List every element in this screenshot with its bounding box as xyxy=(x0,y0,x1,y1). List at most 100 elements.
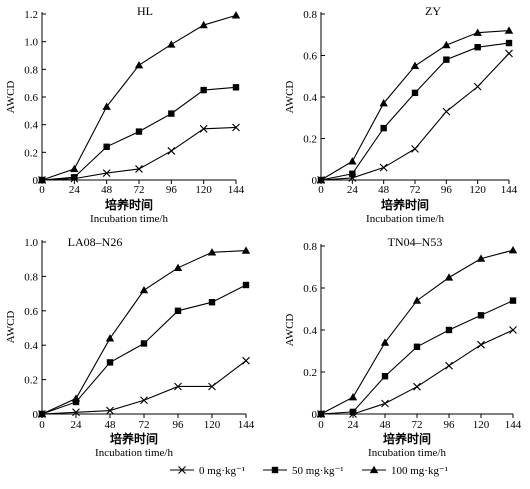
x-tick-label: 24 xyxy=(347,184,359,196)
y-tick-label: 0.4 xyxy=(24,340,38,352)
data-point xyxy=(102,102,111,110)
y-tick-label: 0.4 xyxy=(24,120,38,132)
data-point xyxy=(168,110,175,117)
data-point xyxy=(167,40,176,48)
x-tick-label: 120 xyxy=(469,184,486,196)
data-point xyxy=(473,28,482,36)
legend-label: 50 mg·kg⁻¹ xyxy=(292,465,344,477)
data-point xyxy=(504,26,514,34)
series-line xyxy=(320,53,510,181)
data-point xyxy=(476,254,486,262)
x-axis-label-cn: 培养时间 xyxy=(381,197,429,212)
data-point xyxy=(443,56,450,63)
data-point xyxy=(348,393,358,401)
data-point xyxy=(242,356,250,365)
data-point xyxy=(505,49,513,58)
data-point xyxy=(70,164,79,173)
data-point xyxy=(106,406,114,415)
x-axis-label: Incubation time/h xyxy=(366,213,444,225)
data-point xyxy=(380,124,387,132)
data-point xyxy=(442,107,451,116)
series-line xyxy=(320,30,510,181)
x-tick-label: 144 xyxy=(505,419,522,431)
chart-panel: 0 0.2 0.4 0.6 0.8 1.0 0 24 48 72 96 120 144 LA08–N26 培… xyxy=(5,235,255,459)
y-tick-label: 0.8 xyxy=(24,271,38,283)
x-tick-label: 0 xyxy=(318,419,324,431)
data-point xyxy=(139,285,149,294)
data-point xyxy=(106,359,114,366)
data-point xyxy=(442,40,451,49)
data-point xyxy=(413,382,421,391)
y-tick-label: 0.2 xyxy=(24,375,38,387)
data-point xyxy=(37,409,47,418)
series-line xyxy=(320,300,514,415)
data-point xyxy=(140,340,148,347)
series-line xyxy=(41,14,237,181)
x-axis-label-cn: 培养时间 xyxy=(383,431,431,446)
y-tick-label: 0.2 xyxy=(303,134,317,146)
x-tick-label: 144 xyxy=(228,184,245,196)
legend-label: 100 mg·kg⁻¹ xyxy=(391,465,448,477)
x-tick-label: 144 xyxy=(501,184,518,196)
data-point xyxy=(316,175,326,184)
data-point xyxy=(232,123,240,132)
y-tick-label: 0.8 xyxy=(24,64,38,76)
y-tick-label: 1.0 xyxy=(24,37,38,49)
y-axis-label: AWCD xyxy=(5,311,17,344)
x-axis-label: Incubation time/h xyxy=(95,447,173,459)
y-tick-label: 0.8 xyxy=(303,9,317,21)
x-tick-label: 96 xyxy=(166,184,178,196)
data-point xyxy=(37,175,47,184)
data-point xyxy=(509,297,517,304)
data-point xyxy=(349,170,356,177)
data-point xyxy=(167,147,176,155)
chart-panel: 0 0.2 0.4 0.6 0.8 0 24 48 72 96 120 144 ZY 培养时间Incuba… xyxy=(284,4,518,225)
data-point xyxy=(208,382,216,391)
data-point xyxy=(199,20,208,29)
y-tick-label: 0.6 xyxy=(24,306,38,318)
x-tick-label: 120 xyxy=(195,184,212,196)
data-point xyxy=(445,326,453,334)
data-point xyxy=(473,82,482,91)
series-line xyxy=(320,249,514,415)
x-tick-label: 96 xyxy=(173,419,185,431)
data-point xyxy=(207,248,217,256)
x-tick-label: 120 xyxy=(204,419,221,431)
x-tick-label: 24 xyxy=(71,419,83,431)
chart-panel: 0 0.2 0.4 0.6 0.8 0 24 48 72 96 120 144 TN04–N53 培养时间… xyxy=(284,235,522,459)
x-tick-label: 48 xyxy=(380,419,392,431)
y-axis-label: AWCD xyxy=(5,81,17,114)
data-point xyxy=(379,99,388,107)
data-point xyxy=(134,60,144,69)
x-tick-label: 48 xyxy=(378,184,390,196)
data-point xyxy=(231,11,241,19)
y-tick-label: 0.6 xyxy=(303,51,317,63)
x-tick-label: 120 xyxy=(473,419,490,431)
x-tick-label: 72 xyxy=(412,419,423,431)
legend: 0 mg·kg⁻¹ 50 mg·kg⁻¹ 100 mg·kg⁻¹ xyxy=(170,465,448,477)
data-point xyxy=(71,394,81,402)
data-point xyxy=(349,408,357,416)
x-tick-label: 48 xyxy=(105,419,117,431)
data-point xyxy=(135,165,143,173)
data-point xyxy=(135,128,143,135)
data-point xyxy=(445,361,453,370)
data-point xyxy=(174,307,182,314)
x-tick-label: 0 xyxy=(39,184,45,196)
y-tick-label: 0.6 xyxy=(24,92,38,104)
data-point xyxy=(411,89,419,97)
series-line xyxy=(321,329,514,415)
data-point xyxy=(381,373,389,380)
x-axis-label-cn: 培养时间 xyxy=(105,197,153,212)
x-tick-label: 96 xyxy=(441,184,453,196)
data-point xyxy=(381,399,389,408)
x-tick-label: 24 xyxy=(69,184,81,196)
x-tick-label: 24 xyxy=(348,419,360,431)
data-point xyxy=(199,124,208,133)
x-tick-label: 72 xyxy=(134,184,145,196)
chart-title: LA08–N26 xyxy=(68,235,123,249)
series-line xyxy=(41,284,247,415)
data-point xyxy=(200,86,207,94)
